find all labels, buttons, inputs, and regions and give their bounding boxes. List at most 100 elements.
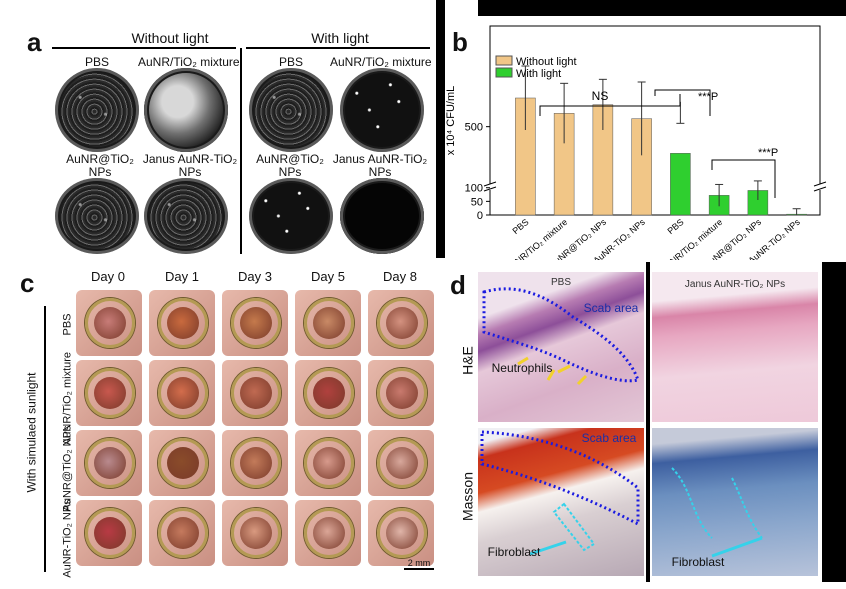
wound-bed — [386, 307, 418, 339]
wound-photo-r2-c2 — [222, 430, 288, 496]
scale-bar — [404, 568, 434, 570]
wound-bed — [94, 517, 126, 549]
wound-ring — [158, 298, 208, 348]
day-label-0: Day 0 — [91, 269, 125, 284]
y-tick-label: 50 — [471, 196, 483, 208]
wound-ring — [85, 508, 135, 558]
panel-a-label: a — [27, 27, 42, 57]
panel-d-divider — [646, 262, 650, 582]
wound-bed — [386, 377, 418, 409]
dish-janus-dark — [144, 178, 228, 254]
wound-photo-r3-c0 — [76, 500, 142, 566]
he-janus-image: Janus AuNR-TiO₂ NPs — [652, 272, 818, 422]
sig-label-2: ***P — [758, 147, 778, 159]
legend-label-without: Without light — [516, 56, 577, 68]
he-pbs-image: PBS Scab area Neutrophils — [478, 272, 644, 422]
row-label-he: H&E — [459, 346, 476, 375]
dish-mixture-dark — [144, 68, 228, 152]
wound-photo-r2-c0 — [76, 430, 142, 496]
wound-bed — [386, 517, 418, 549]
wound-ring — [377, 368, 427, 418]
wound-bed — [94, 307, 126, 339]
wound-photo-r3-c3 — [295, 500, 361, 566]
panel-b-label: b — [452, 27, 468, 57]
day-label-2: Day 3 — [238, 269, 272, 284]
dish-label-janus-dark-sub: NPs — [178, 165, 202, 179]
axis-break-right — [813, 181, 827, 192]
panel-frame-top — [478, 0, 846, 16]
wound-ring — [158, 508, 208, 558]
panel-a-divider — [240, 48, 242, 254]
wound-bed — [240, 517, 272, 549]
day-label-3: Day 5 — [311, 269, 345, 284]
day-label-4: Day 8 — [383, 269, 417, 284]
dish-label-mixture-light: AuNR/TiO₂ mixture — [330, 55, 432, 69]
wound-bed — [167, 517, 199, 549]
wound-ring — [85, 298, 135, 348]
legend-label-with: With light — [516, 68, 561, 80]
x-tick-label: PBS — [510, 217, 530, 236]
dish-label-mixture-dark: AuNR/TiO₂ mixture — [138, 55, 240, 69]
wound-bed — [386, 447, 418, 479]
wound-ring — [231, 508, 281, 558]
wound-bed — [167, 307, 199, 339]
fibroblast-label-pbs: Fibroblast — [487, 545, 541, 559]
wound-photo-r2-c3 — [295, 430, 361, 496]
y-tick-label: 500 — [465, 122, 483, 134]
wound-ring — [231, 298, 281, 348]
wound-photo-r0-c3 — [295, 290, 361, 356]
sig-bracket-1 — [654, 89, 711, 116]
wound-bed — [313, 377, 345, 409]
dish-core-dark — [55, 178, 139, 254]
wound-ring — [85, 368, 135, 418]
side-label-sunlight: With simulaed sunlight — [24, 372, 39, 493]
wound-ring — [231, 368, 281, 418]
wound-photo-r0-c4 — [368, 290, 434, 356]
group-without-light: Without light — [131, 30, 209, 46]
masson-janus-image: Fibroblast — [652, 428, 818, 576]
dish-core-light — [249, 178, 333, 254]
dish-label-core-dark: AuNR@TiO₂ — [66, 152, 134, 166]
wound-ring — [158, 368, 208, 418]
group-with-underline — [246, 47, 430, 49]
wound-photo-r2-c1 — [149, 430, 215, 496]
wound-photo-r3-c2 — [222, 500, 288, 566]
wound-bed — [240, 447, 272, 479]
bar — [670, 153, 691, 216]
wound-ring — [377, 508, 427, 558]
group-without-underline — [52, 47, 236, 49]
sig-label-1: ***P — [698, 91, 718, 103]
dish-janus-light — [340, 178, 424, 254]
he-pbs-title: PBS — [550, 277, 571, 288]
panel-d-label: d — [450, 270, 466, 300]
scab-area-label-masson: Scab area — [581, 431, 637, 445]
wound-photo-r0-c1 — [149, 290, 215, 356]
scale-bar-label: 2 mm — [407, 558, 431, 568]
row-label-masson: Masson — [459, 471, 476, 522]
dish-label-pbs-dark: PBS — [84, 55, 109, 69]
dish-mixture-light — [340, 68, 424, 152]
day-label-1: Day 1 — [165, 269, 199, 284]
wound-bed — [313, 517, 345, 549]
wound-bed — [167, 377, 199, 409]
dish-label-pbs-light: PBS — [278, 55, 303, 69]
dish-pbs-light — [249, 68, 333, 152]
group-with-light: With light — [311, 30, 369, 46]
wound-photo-r3-c4 — [368, 500, 434, 566]
dish-label-core-light-sub: NPs — [278, 165, 302, 179]
dish-label-janus-light: Janus AuNR-TiO₂ — [332, 152, 428, 166]
wound-bed — [167, 447, 199, 479]
wound-photo-r3-c1 — [149, 500, 215, 566]
wound-photo-r0-c2 — [222, 290, 288, 356]
axis-break-gap — [484, 184, 826, 190]
wound-bed — [94, 447, 126, 479]
legend-swatch-without — [495, 55, 513, 66]
neutrophils-label: Neutrophils — [491, 361, 553, 375]
wound-photo-r2-c4 — [368, 430, 434, 496]
wound-bed — [240, 307, 272, 339]
wound-bed — [313, 447, 345, 479]
wound-bed — [240, 377, 272, 409]
wound-photo-r1-c0 — [76, 360, 142, 426]
wound-ring — [304, 298, 354, 348]
